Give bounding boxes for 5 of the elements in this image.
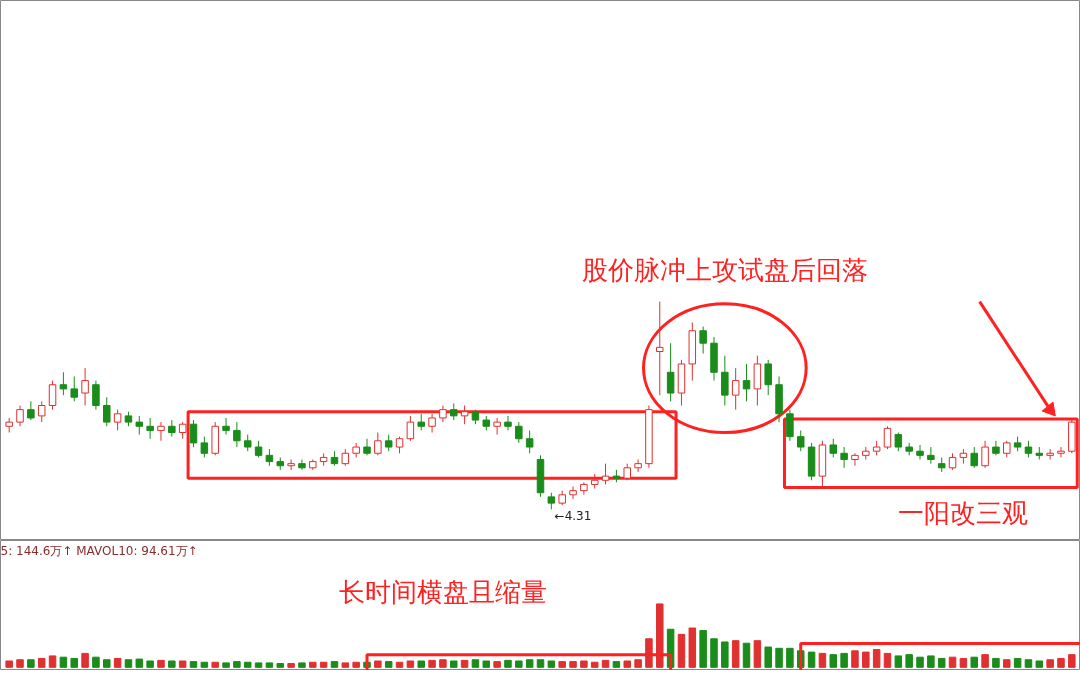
annotation: ←4.31 [554, 509, 592, 524]
annotation: 一阳改三观 [898, 498, 1029, 529]
text: 5: 144.6万↑ MAVOL10: 94.61万↑ [0, 544, 198, 559]
text: 股价脉冲上攻试盘后回落 [581, 255, 868, 286]
annotation: 长时间横盘且缩量 [338, 577, 547, 608]
